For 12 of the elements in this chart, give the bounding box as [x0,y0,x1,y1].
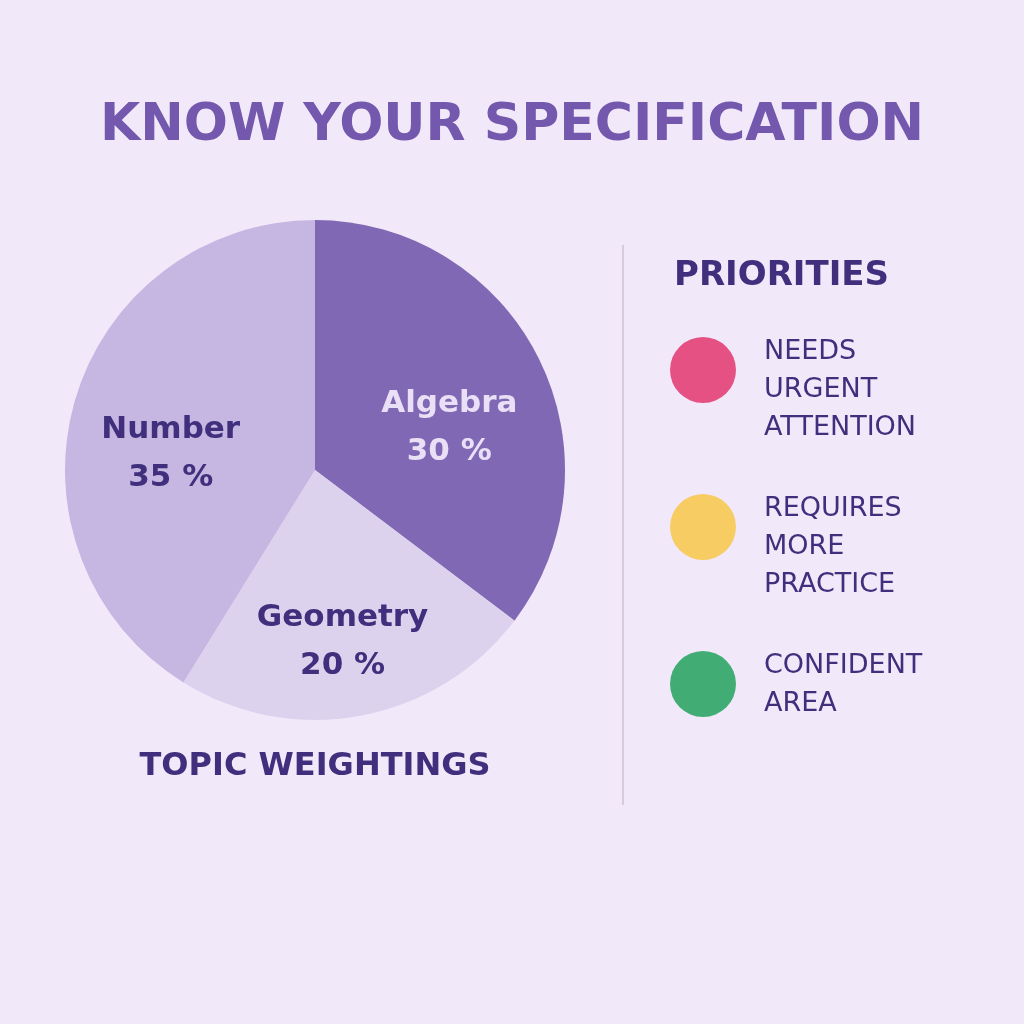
text: PRIORITIES [674,253,891,293]
text: REQUIRES MORE PRACTICE [764,490,902,600]
text: NEEDS URGENT ATTENTION [764,333,917,443]
slice-label: Algebra [381,383,518,420]
data-label: 30 % [406,431,492,468]
text: CONFIDENT AREA [764,647,923,719]
slice-label: Number [101,408,241,445]
data-label: 20 % [300,645,386,682]
text: TOPIC WEIGHTINGS [139,745,491,783]
data-label: 35 % [128,456,214,493]
chart-title: KNOW YOUR SPECIFICATION [98,92,926,152]
slice-label: Geometry [256,597,429,634]
